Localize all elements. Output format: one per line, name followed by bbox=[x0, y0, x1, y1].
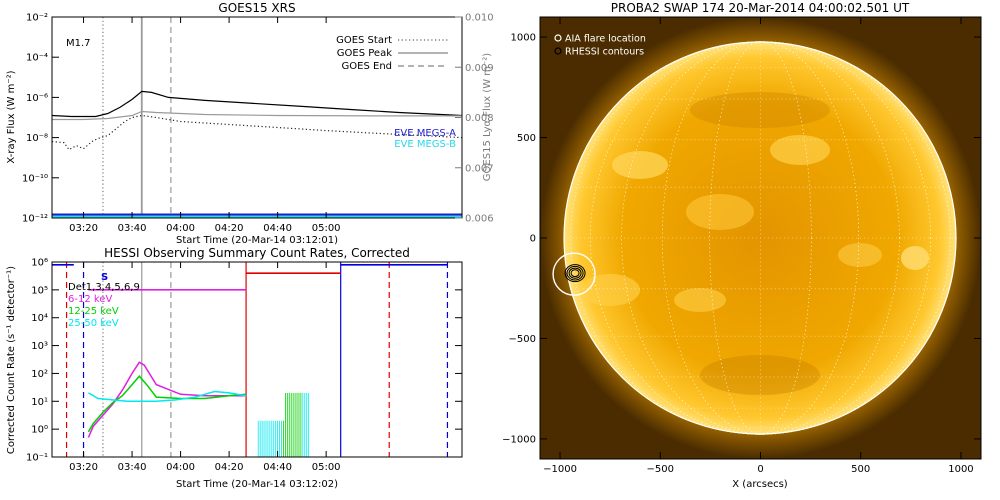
goes-y-tick-label: 10⁻¹² bbox=[22, 214, 48, 225]
hessi-count-rate-2 bbox=[88, 390, 247, 403]
longitude-line bbox=[570, 41, 951, 435]
goes-flare-class: M1.7 bbox=[66, 38, 91, 49]
hessi-chart-title: HESSI Observing Summary Count Rates, Cor… bbox=[104, 246, 410, 260]
hessi-y-tick-label: 10⁴ bbox=[31, 313, 48, 324]
hessi-plot-frame bbox=[51, 261, 463, 458]
goes-x-tick-label: 05:00 bbox=[312, 223, 341, 234]
hessi-panel: HESSI Observing Summary Count Rates, Cor… bbox=[6, 246, 463, 490]
swap-x-tick-label: −1000 bbox=[543, 464, 577, 475]
solar-limb bbox=[563, 41, 957, 435]
goes-legend-label: GOES End bbox=[342, 61, 392, 72]
hessi-legend-label: 12-25 keV bbox=[68, 306, 119, 317]
goes-series-0 bbox=[52, 90, 462, 118]
swap-x-tick-label: 500 bbox=[851, 464, 870, 475]
rhessi-contour bbox=[566, 265, 584, 281]
goes-x-tick-label: 04:40 bbox=[263, 223, 292, 234]
goes-y-axis-label: X-ray Flux (W m⁻²) bbox=[6, 70, 17, 163]
goes-x-tick-label: 03:20 bbox=[69, 223, 98, 234]
sun-active-regions bbox=[580, 92, 929, 395]
goes-y-tick-label: 10⁻⁴ bbox=[26, 53, 48, 64]
goes-y2-axis-label: GOES15 Lyα Flux (W m⁻²) bbox=[482, 53, 493, 181]
hessi-y-tick-label: 10¹ bbox=[31, 397, 48, 408]
swap-image-legend: AIA flare location RHESSI contours bbox=[554, 34, 646, 58]
hessi-x-tick-label: 05:00 bbox=[312, 462, 341, 473]
goes-y2-tick-label: 0.007 bbox=[465, 163, 494, 174]
swap-legend-label: RHESSI contours bbox=[565, 47, 644, 58]
longitude-line bbox=[661, 41, 860, 435]
swap-x-tick-label: 1000 bbox=[948, 464, 973, 475]
hessi-axes: 03:20 03:40 04:00 04:20 04:40 05:00 10⁻¹ 10⁰ 10¹… bbox=[26, 258, 462, 473]
goes-axes: 03:20 03:40 04:00 04:20 04:40 05:00 10⁻¹² 10⁻¹⁰… bbox=[22, 13, 494, 235]
goes-series bbox=[52, 17, 462, 218]
hessi-y-tick-label: 10³ bbox=[31, 341, 48, 352]
hessi-legend-label: 25-50 keV bbox=[68, 318, 119, 329]
goes-chart-title: GOES15 XRS bbox=[218, 1, 295, 15]
goes-x-tick-label: 03:40 bbox=[118, 223, 147, 234]
swap-image-axes: −1000 −500 0 500 1000 −1000 −500 0 500 1000 bbox=[502, 17, 981, 475]
hessi-legend-label: Det1,3,4,5,6,9 bbox=[68, 282, 140, 293]
swap-x-tick-label: 0 bbox=[757, 464, 763, 475]
hessi-y-axis-label: Corrected Count Rate (s⁻¹ detector⁻¹) bbox=[6, 266, 17, 454]
hessi-x-tick-label: 03:40 bbox=[118, 462, 147, 473]
goes-series-2 bbox=[52, 114, 462, 151]
hessi-series bbox=[52, 262, 449, 457]
swap-legend-label: AIA flare location bbox=[565, 34, 646, 45]
goes-legend-label: GOES Peak bbox=[337, 48, 392, 59]
hessi-x-tick-label: 03:20 bbox=[69, 462, 98, 473]
goes-y-tick-label: 10⁻² bbox=[26, 13, 48, 24]
swap-legend-symbol bbox=[554, 34, 562, 42]
goes-y-tick-label: 10⁻¹⁰ bbox=[22, 173, 48, 184]
eve-legend-label: EVE MEGS-B bbox=[394, 139, 456, 150]
goes-y2-tick-label: 0.009 bbox=[465, 63, 494, 74]
goes-legend-label: GOES Start bbox=[336, 35, 392, 46]
goes-series-1 bbox=[52, 110, 462, 121]
longitude-line bbox=[621, 41, 900, 435]
rhessi-contour bbox=[568, 267, 582, 279]
swap-y-tick-label: 1000 bbox=[511, 33, 536, 44]
swap-image-title: PROBA2 SWAP 174 20-Mar-2014 04:00:02.501… bbox=[611, 1, 910, 15]
swap-x-axis-label: X (arcsecs) bbox=[732, 479, 788, 490]
hessi-count-rate-1 bbox=[87, 375, 247, 433]
swap-y-tick-label: −1000 bbox=[502, 434, 536, 445]
goes-x-axis-label: Start Time (20-Mar-14 03:12:01) bbox=[176, 235, 338, 246]
swap-x-tick-label: −500 bbox=[647, 464, 674, 475]
flare-location-marker bbox=[552, 252, 596, 296]
goes-y-tick-label: 10⁻⁸ bbox=[26, 133, 48, 144]
hessi-y-tick-label: 10² bbox=[31, 369, 48, 380]
goes-x-tick-label: 04:00 bbox=[166, 223, 195, 234]
hessi-x-tick-label: 04:00 bbox=[166, 462, 195, 473]
aia-flare-circle bbox=[552, 252, 596, 296]
hessi-y-tick-label: 10⁶ bbox=[31, 258, 48, 269]
goes-y2-tick-label: 0.010 bbox=[465, 13, 494, 24]
swap-legend-symbol bbox=[554, 47, 562, 55]
swap-y-tick-label: 0 bbox=[530, 234, 536, 245]
hessi-y-tick-label: 10⁵ bbox=[31, 285, 48, 296]
hessi-x-tick-label: 04:40 bbox=[263, 462, 292, 473]
hessi-x-tick-label: 04:20 bbox=[215, 462, 244, 473]
hessi-x-axis-label: Start Time (20-Mar-14 03:12:02) bbox=[176, 479, 338, 490]
swap-y-tick-label: −500 bbox=[509, 334, 536, 345]
goes-x-tick-label: 04:20 bbox=[215, 223, 244, 234]
goes-xrs-panel: GOES15 XRS 03:20 03:40 04:00 04:20 04:40 05:0… bbox=[6, 1, 494, 246]
sun-disk bbox=[564, 42, 956, 434]
rhessi-contour bbox=[570, 269, 580, 278]
rhessi-contour bbox=[564, 264, 586, 283]
goes-y-tick-label: 10⁻⁶ bbox=[26, 93, 48, 104]
eve-legend-label: EVE MEGS-A bbox=[394, 128, 456, 139]
swap-y-tick-label: 500 bbox=[517, 133, 536, 144]
hessi-s-flag: S bbox=[101, 272, 108, 283]
goes-y2-tick-label: 0.006 bbox=[465, 214, 494, 225]
hessi-legend-label: 6-12 keV bbox=[68, 294, 112, 305]
goes-y2-tick-label: 0.008 bbox=[465, 113, 494, 124]
hessi-y-tick-label: 10⁰ bbox=[31, 425, 48, 436]
goes-legend: GOES Start GOES Peak GOES End bbox=[336, 35, 448, 72]
swap-image-panel: PROBA2 SWAP 174 20-Mar-2014 04:00:02.501… bbox=[502, 1, 982, 490]
hessi-count-rate-0 bbox=[87, 361, 247, 438]
hessi-y-tick-label: 10⁻¹ bbox=[26, 453, 48, 464]
